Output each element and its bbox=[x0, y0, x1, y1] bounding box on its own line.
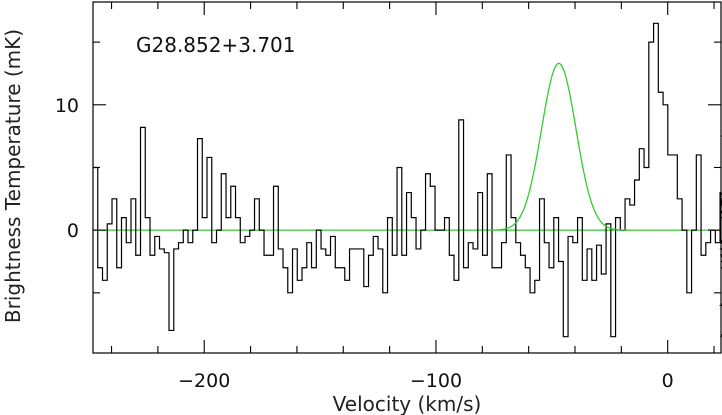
tick-labels-layer: −200 −100 0 0 10 bbox=[55, 95, 674, 392]
y-tick-label: 0 bbox=[67, 220, 79, 242]
x-tick-label: −100 bbox=[410, 370, 462, 392]
gaussian-fit-curve bbox=[489, 62, 628, 231]
y-tick-label: 10 bbox=[55, 95, 79, 117]
spectrum-step-line bbox=[93, 22, 722, 338]
ticks-layer bbox=[93, 2, 721, 353]
plot-frame bbox=[92, 1, 722, 354]
spectrum-layer bbox=[93, 22, 722, 338]
source-name-label: G28.852+3.701 bbox=[136, 33, 296, 57]
x-axis-title: Velocity (km/s) bbox=[333, 392, 482, 415]
plot-area bbox=[92, 1, 722, 354]
x-tick-label: −200 bbox=[178, 370, 230, 392]
y-axis-title: Brightness Temperature (mK) bbox=[1, 29, 25, 323]
x-tick-label: 0 bbox=[662, 370, 674, 392]
fit-layer bbox=[489, 62, 628, 231]
